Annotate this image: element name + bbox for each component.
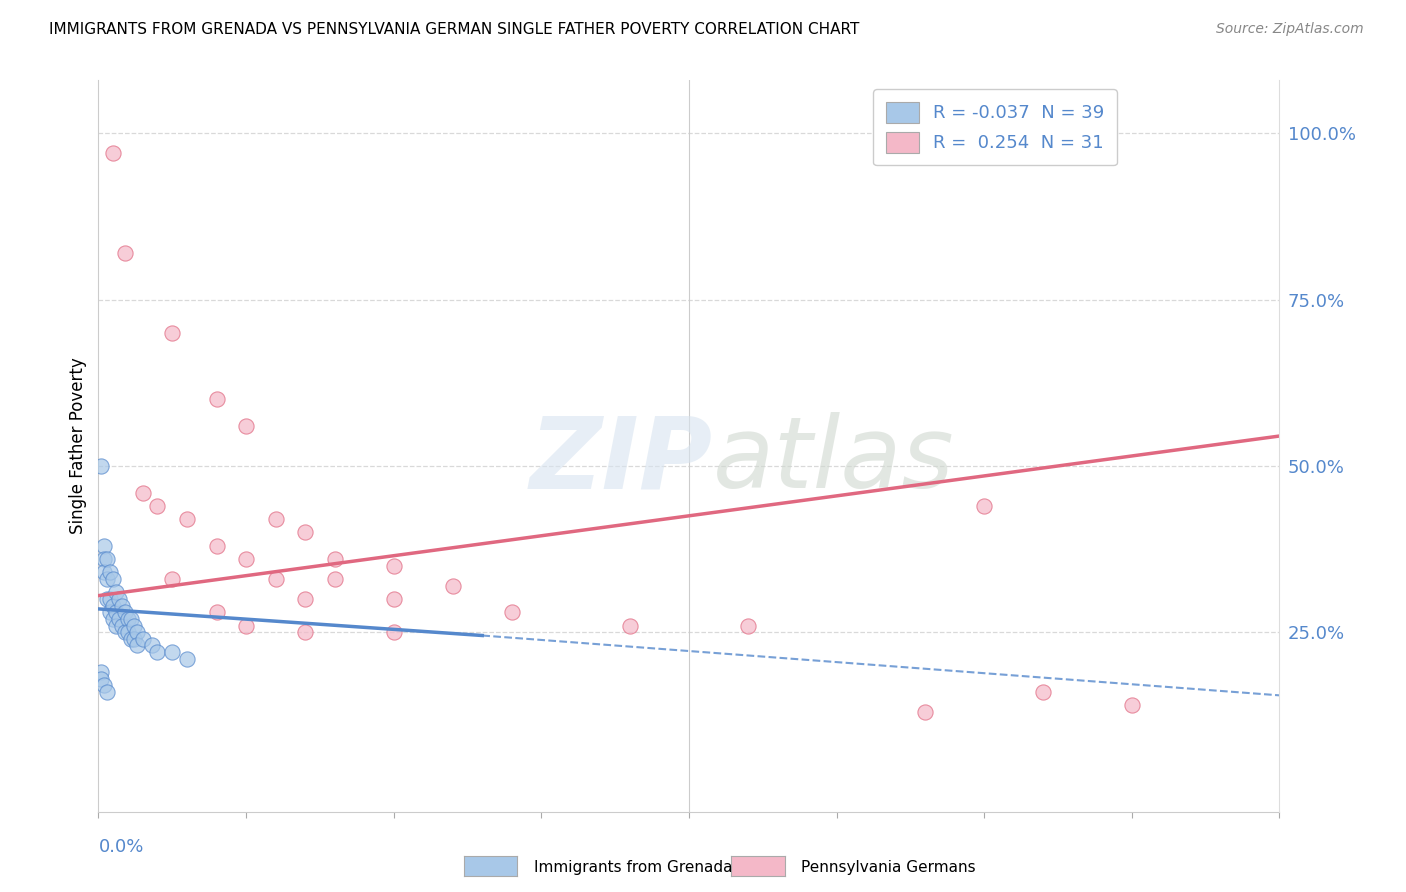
Point xyxy=(120,612,142,626)
Point xyxy=(235,618,257,632)
Point xyxy=(90,665,112,679)
Y-axis label: Single Father Poverty: Single Father Poverty xyxy=(69,358,87,534)
Point xyxy=(93,552,115,566)
Point xyxy=(111,618,134,632)
Point xyxy=(114,625,136,640)
Point xyxy=(103,599,125,613)
Point xyxy=(117,612,139,626)
Point xyxy=(162,326,183,340)
Point xyxy=(205,605,228,619)
Legend: R = -0.037  N = 39, R =  0.254  N = 31: R = -0.037 N = 39, R = 0.254 N = 31 xyxy=(873,89,1116,165)
Point xyxy=(294,525,316,540)
Point xyxy=(103,572,125,586)
Point xyxy=(122,618,145,632)
Point xyxy=(382,625,405,640)
Text: Source: ZipAtlas.com: Source: ZipAtlas.com xyxy=(1216,22,1364,37)
Point xyxy=(914,705,936,719)
Point xyxy=(122,632,145,646)
Point xyxy=(176,512,198,526)
Point xyxy=(108,591,131,606)
Point xyxy=(132,485,155,500)
Text: 0.0%: 0.0% xyxy=(98,838,143,856)
Point xyxy=(103,612,125,626)
Text: Immigrants from Grenada: Immigrants from Grenada xyxy=(534,860,733,874)
Point xyxy=(973,499,995,513)
Point xyxy=(105,585,128,599)
Point xyxy=(1121,698,1143,713)
Point xyxy=(120,632,142,646)
Text: ZIP: ZIP xyxy=(530,412,713,509)
Point xyxy=(125,625,148,640)
Point xyxy=(264,572,287,586)
Point xyxy=(235,419,257,434)
Point xyxy=(323,552,346,566)
Point xyxy=(264,512,287,526)
Point xyxy=(205,392,228,407)
Point xyxy=(90,458,112,473)
Point xyxy=(105,605,128,619)
Point xyxy=(205,539,228,553)
Point xyxy=(141,639,163,653)
Point xyxy=(114,246,136,260)
Point xyxy=(108,612,131,626)
Point xyxy=(93,539,115,553)
Point xyxy=(146,645,169,659)
Point xyxy=(93,678,115,692)
Point xyxy=(103,146,125,161)
Point xyxy=(125,639,148,653)
Point xyxy=(105,618,128,632)
Point xyxy=(441,579,464,593)
Point xyxy=(235,552,257,566)
Point xyxy=(323,572,346,586)
Point xyxy=(111,599,134,613)
Text: atlas: atlas xyxy=(713,412,955,509)
Point xyxy=(382,558,405,573)
Text: IMMIGRANTS FROM GRENADA VS PENNSYLVANIA GERMAN SINGLE FATHER POVERTY CORRELATION: IMMIGRANTS FROM GRENADA VS PENNSYLVANIA … xyxy=(49,22,859,37)
Point xyxy=(737,618,759,632)
Point xyxy=(294,591,316,606)
Point xyxy=(96,572,118,586)
Point xyxy=(162,645,183,659)
Point xyxy=(176,652,198,666)
Point xyxy=(114,605,136,619)
Point xyxy=(146,499,169,513)
Point xyxy=(93,566,115,580)
Point xyxy=(90,672,112,686)
Point xyxy=(98,566,121,580)
Point xyxy=(619,618,641,632)
Point xyxy=(98,605,121,619)
Point xyxy=(96,685,118,699)
Text: Pennsylvania Germans: Pennsylvania Germans xyxy=(801,860,976,874)
Point xyxy=(382,591,405,606)
Point xyxy=(117,625,139,640)
Point xyxy=(1032,685,1054,699)
Point xyxy=(501,605,523,619)
Point xyxy=(132,632,155,646)
Point xyxy=(96,591,118,606)
Point xyxy=(98,591,121,606)
Point xyxy=(162,572,183,586)
Point xyxy=(294,625,316,640)
Point xyxy=(96,552,118,566)
